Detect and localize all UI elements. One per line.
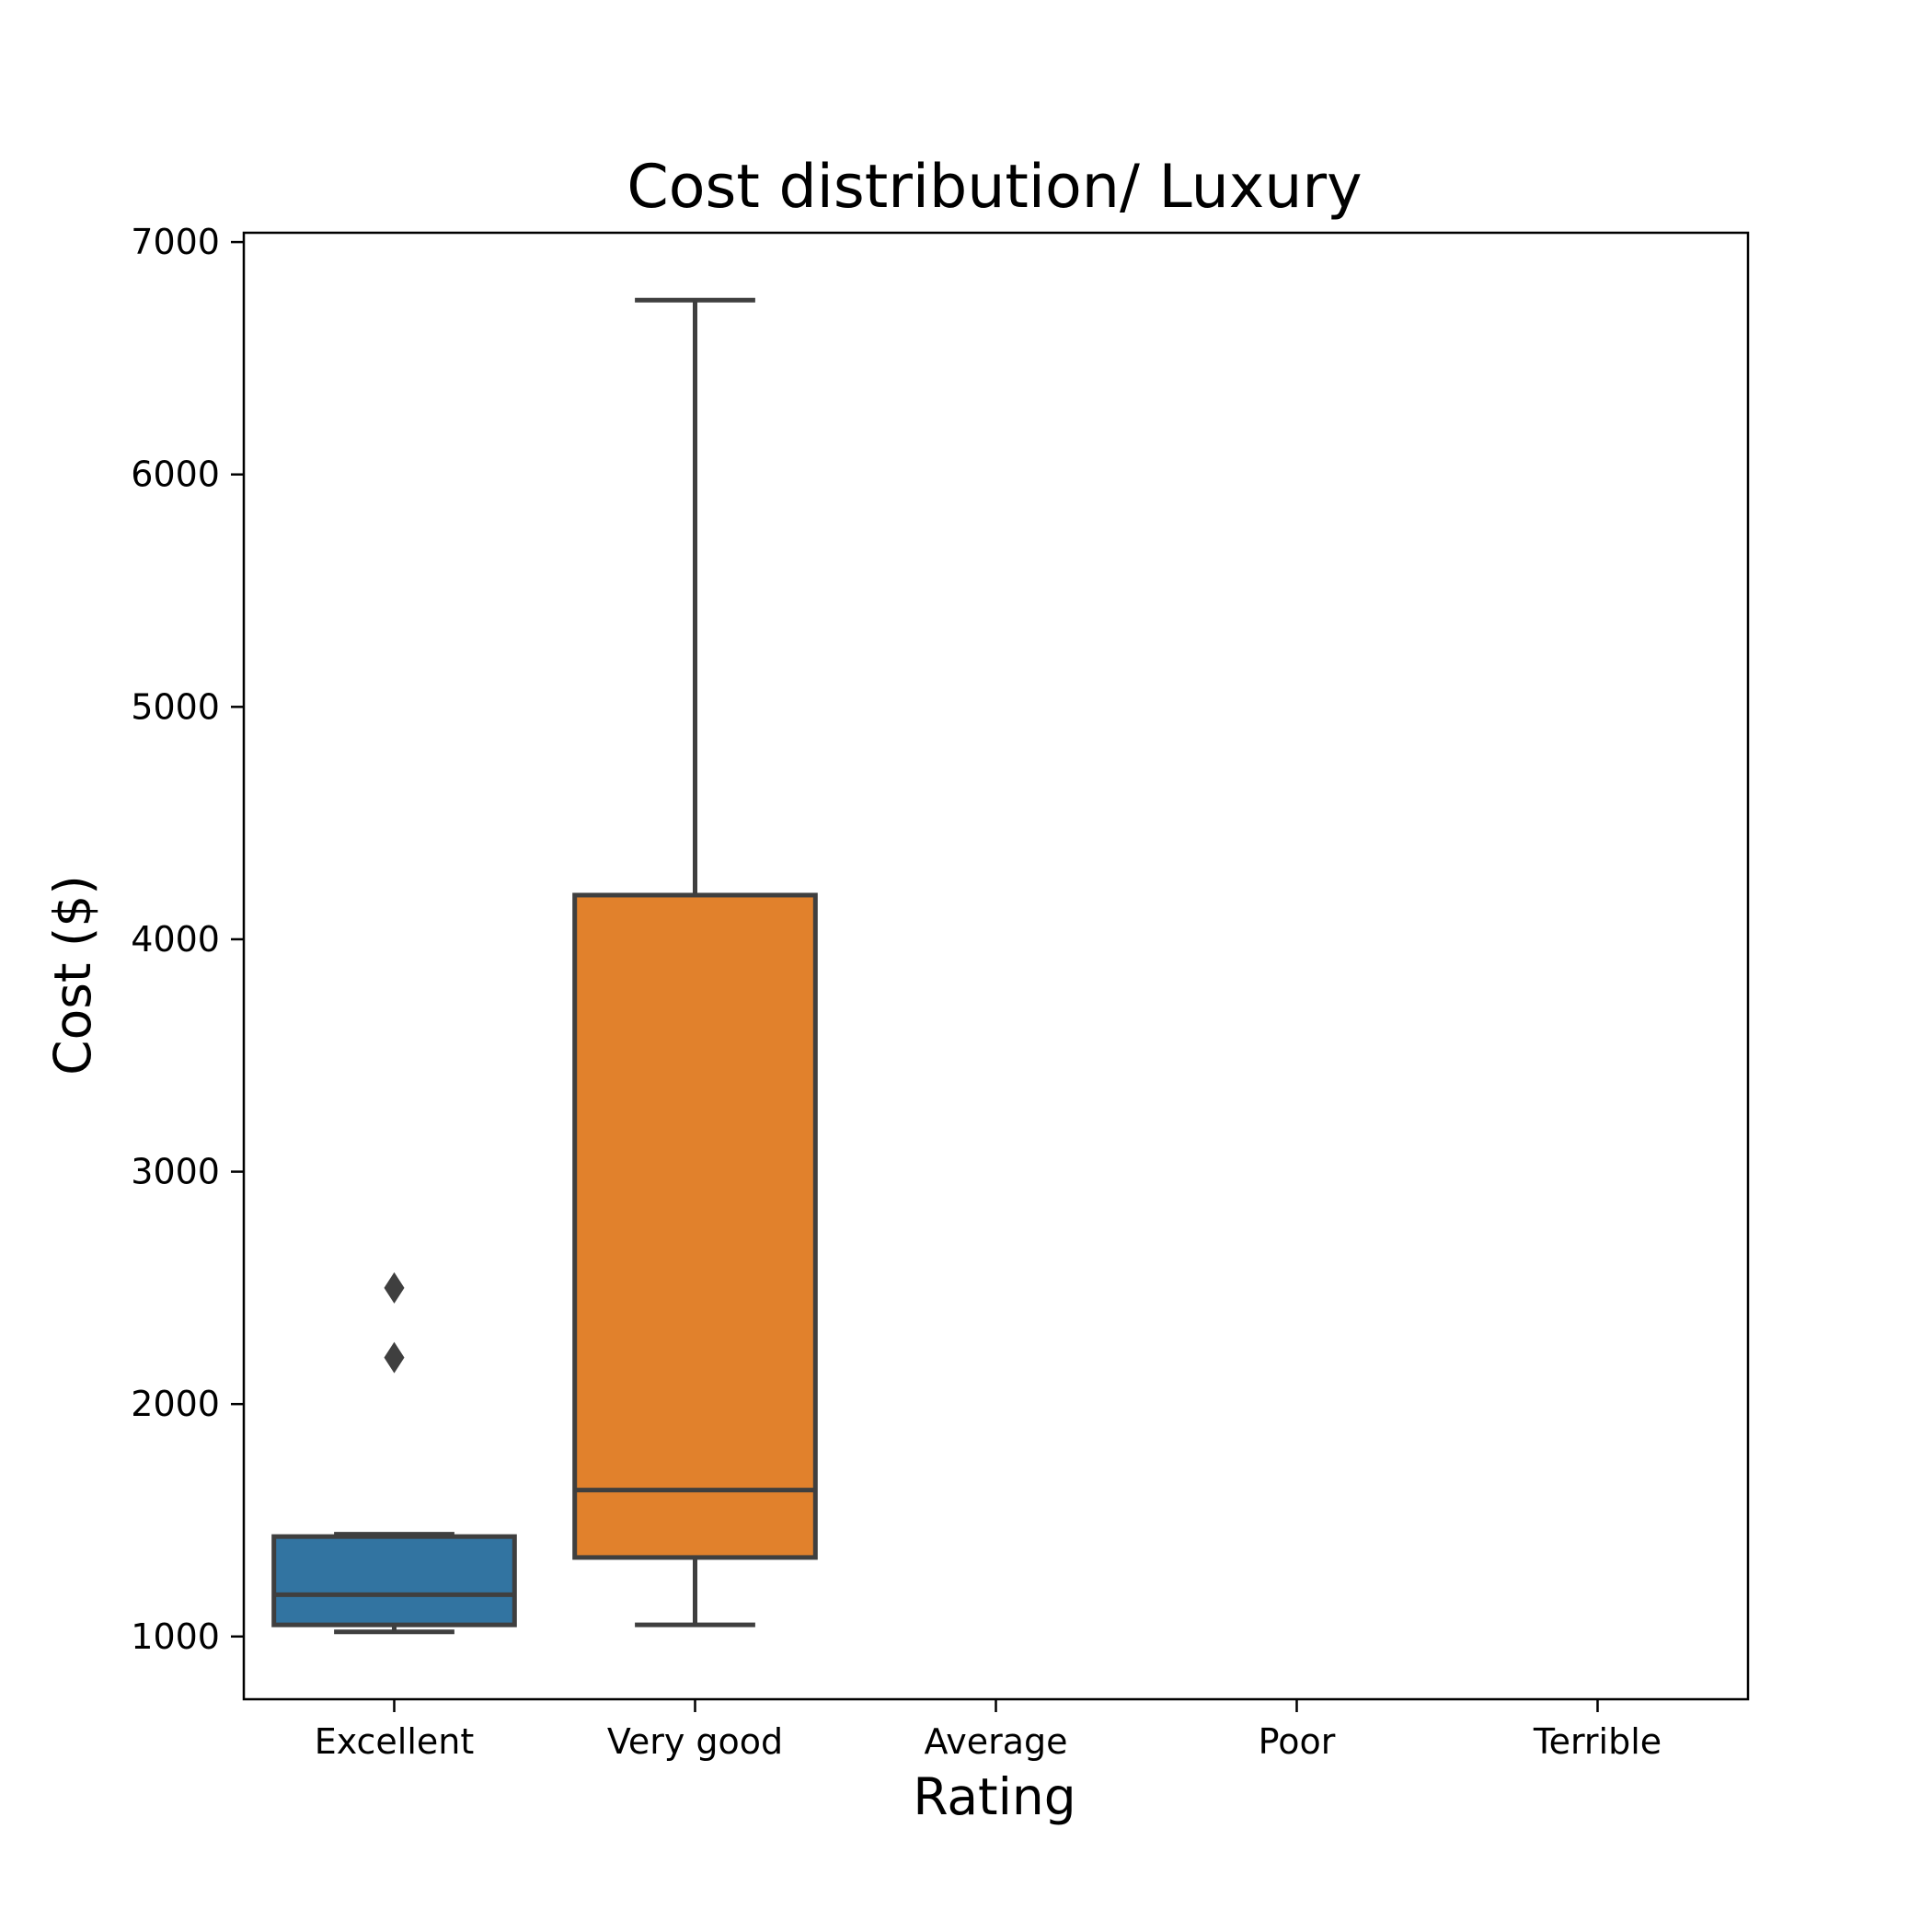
plot-frame	[242, 231, 1750, 1701]
x-tick-label: Excellent	[315, 1721, 475, 1762]
x-tick-label: Terrible	[1533, 1721, 1662, 1762]
y-tick-label: 2000	[131, 1384, 220, 1424]
outlier-point	[384, 1341, 405, 1374]
x-tick-label: Average	[924, 1721, 1067, 1762]
y-tick-label: 1000	[131, 1616, 220, 1657]
outlier-point	[384, 1271, 405, 1304]
x-tick-label: Very good	[607, 1721, 783, 1762]
y-tick-label: 7000	[131, 222, 220, 262]
y-tick-label: 3000	[131, 1152, 220, 1192]
plot-area: 1000 2000 3000 4000 5000 6000 7000 Excellent Ver…	[131, 222, 1750, 1762]
box-iqr	[271, 1534, 517, 1627]
chart-title: Cost distribution/ Luxury	[627, 153, 1362, 222]
y-axis-label: Cost ($)	[43, 875, 102, 1075]
x-axis-label: Rating	[913, 1767, 1075, 1826]
y-tick-label: 6000	[131, 454, 220, 495]
box-iqr	[572, 892, 818, 1560]
x-tick-label: Poor	[1259, 1721, 1336, 1762]
y-tick-label: 4000	[131, 919, 220, 960]
y-tick-label: 5000	[131, 686, 220, 727]
